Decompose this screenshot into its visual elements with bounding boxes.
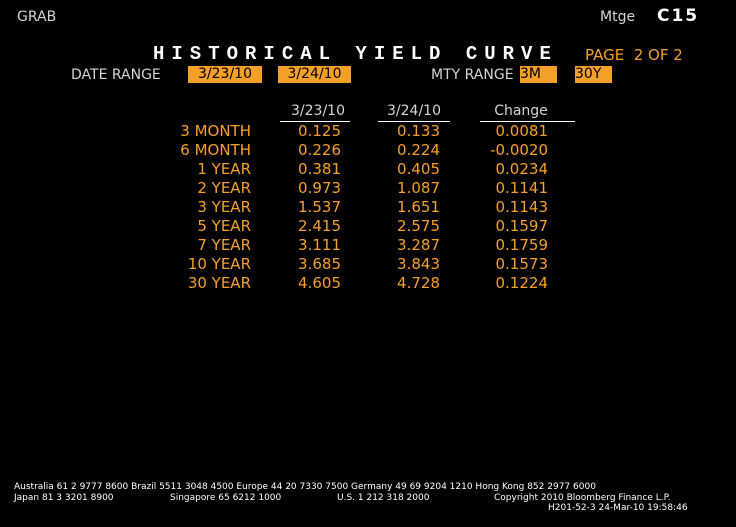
yield-change: 0.1597: [495, 217, 549, 235]
yield-from: 0.381: [298, 160, 341, 178]
yield-to: 3.287: [397, 236, 440, 254]
footer-us: U.S. 1 212 318 2000: [337, 493, 430, 503]
yield-change: -0.0020: [490, 141, 548, 159]
maturity-label: 10 YEAR: [187, 255, 251, 273]
yield-change: 0.0234: [495, 160, 549, 178]
date-to-field[interactable]: 3/24/10: [278, 66, 351, 83]
column-header: Change: [494, 103, 548, 119]
yield-from: 1.537: [298, 198, 341, 216]
yield-from: 0.125: [298, 122, 341, 140]
yield-to: 1.651: [397, 198, 440, 216]
yield-change: 0.1573: [495, 255, 549, 273]
maturity-label: 30 YEAR: [187, 274, 251, 292]
footer-line: Australia 61 2 9777 8600 Brazil 5511 304…: [14, 482, 596, 492]
yield-to: 0.133: [397, 122, 440, 140]
yield-from: 0.226: [298, 141, 341, 159]
grab-label: GRAB: [17, 9, 57, 25]
footer-stamp: H201-52-3 24-Mar-10 19:58:46: [548, 503, 688, 513]
screen-code: C15: [657, 6, 700, 26]
yield-from: 2.415: [298, 217, 341, 235]
mty-range-label: MTY RANGE: [431, 67, 514, 83]
yield-change: 0.1224: [495, 274, 549, 292]
yield-change: 0.0081: [495, 122, 549, 140]
yield-from: 0.973: [298, 179, 341, 197]
maturity-label: 1 YEAR: [197, 160, 251, 178]
yield-to: 3.843: [397, 255, 440, 273]
yield-to: 0.224: [397, 141, 440, 159]
column-header: 3/23/10: [291, 103, 345, 119]
header-underline: [280, 121, 350, 122]
footer-singapore: Singapore 65 6212 1000: [170, 493, 282, 503]
yield-to: 1.087: [397, 179, 440, 197]
date-from-field[interactable]: 3/23/10: [188, 66, 262, 83]
page-indicator: PAGE 2 OF 2: [585, 46, 683, 64]
maturity-label: 2 YEAR: [197, 179, 251, 197]
title: HISTORICAL YIELD CURVE: [153, 43, 558, 65]
yield-change: 0.1759: [495, 236, 549, 254]
footer-japan: Japan 81 3 3201 8900: [14, 493, 114, 503]
mty-to-field[interactable]: 30Y: [575, 66, 612, 83]
maturity-label: 6 MONTH: [180, 141, 251, 159]
yield-change: 0.1143: [495, 198, 549, 216]
yield-to: 4.728: [397, 274, 440, 292]
mty-from-field[interactable]: 3M: [520, 66, 557, 83]
header-underline: [480, 121, 575, 122]
yield-from: 3.111: [298, 236, 341, 254]
mode-label: Mtge: [600, 9, 636, 25]
header-underline: [378, 121, 450, 122]
maturity-label: 3 YEAR: [197, 198, 251, 216]
yield-change: 0.1141: [495, 179, 549, 197]
yield-to: 2.575: [397, 217, 440, 235]
yield-from: 4.605: [298, 274, 341, 292]
maturity-label: 3 MONTH: [180, 122, 251, 140]
column-header: 3/24/10: [387, 103, 441, 119]
maturity-label: 5 YEAR: [197, 217, 251, 235]
yield-from: 3.685: [298, 255, 341, 273]
maturity-label: 7 YEAR: [197, 236, 251, 254]
footer-copyright: Copyright 2010 Bloomberg Finance L.P.: [494, 493, 671, 503]
date-range-label: DATE RANGE: [71, 67, 161, 83]
yield-to: 0.405: [397, 160, 440, 178]
